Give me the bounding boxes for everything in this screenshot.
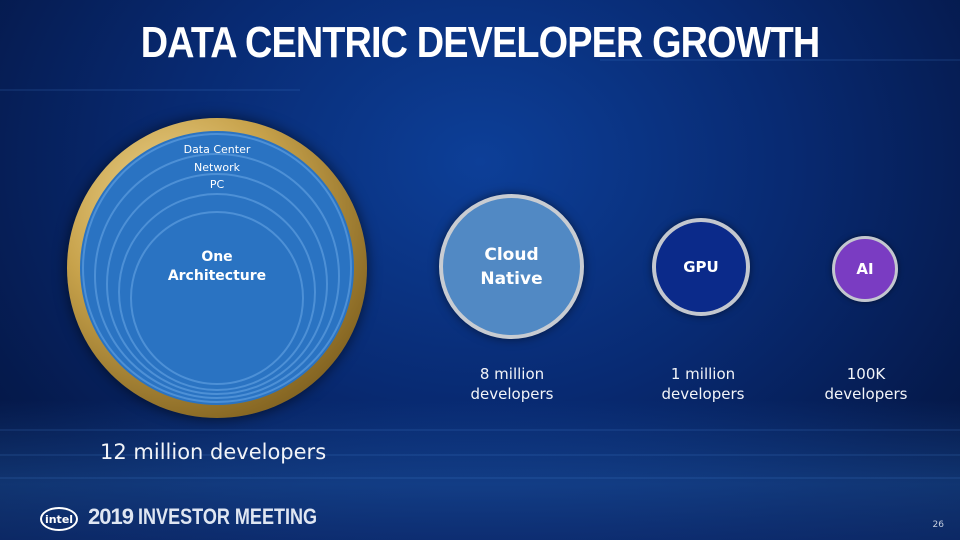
- ring-inner-1: [118, 193, 316, 391]
- cloud-label-line2: Native: [480, 268, 543, 289]
- cloud-native-bubble: Cloud Native: [439, 194, 584, 339]
- one-architecture-developers: 12 million developers: [100, 440, 327, 464]
- cloud-label-line1: Cloud: [484, 244, 539, 265]
- ring-pc: [106, 173, 328, 395]
- intel-logo-text: intel: [44, 512, 74, 526]
- gpu-dev-line2: developers: [661, 385, 745, 403]
- gpu-developers: 1 million developers: [633, 364, 773, 404]
- center-label-line2: Architecture: [167, 268, 267, 284]
- ai-label: AI: [856, 260, 874, 278]
- ai-developers: 100K developers: [796, 364, 936, 404]
- center-label: One Architecture: [152, 248, 282, 286]
- ring-network: [94, 153, 340, 399]
- center-label-line1: One: [201, 249, 233, 265]
- gpu-label: GPU: [683, 258, 719, 276]
- footer-event: INVESTOR MEETING: [138, 504, 318, 529]
- page-number: 26: [932, 520, 944, 530]
- cloud-dev-line2: developers: [470, 385, 554, 403]
- ai-dev-line1: 100K: [846, 365, 886, 383]
- one-architecture-circle: Data Center Network PC One Architecture: [80, 131, 354, 405]
- ring-label-network: Network: [194, 161, 240, 174]
- ring-label-data-center: Data Center: [183, 143, 251, 156]
- gpu-bubble: GPU: [652, 218, 750, 316]
- ring-inner-2: [130, 211, 304, 385]
- footer-year: 2019: [88, 504, 134, 529]
- ring-label-pc: PC: [209, 178, 225, 191]
- gpu-dev-line1: 1 million: [670, 365, 736, 383]
- cloud-developers: 8 million developers: [442, 364, 582, 404]
- ai-bubble: AI: [832, 236, 898, 302]
- intel-logo: intel: [40, 507, 78, 531]
- cloud-dev-line1: 8 million: [479, 365, 545, 383]
- ai-dev-line2: developers: [824, 385, 908, 403]
- ring-data-center: [82, 133, 352, 403]
- slide-title: DATA CENTRIC DEVELOPER GROWTH: [140, 18, 820, 67]
- background-glow: [0, 400, 960, 540]
